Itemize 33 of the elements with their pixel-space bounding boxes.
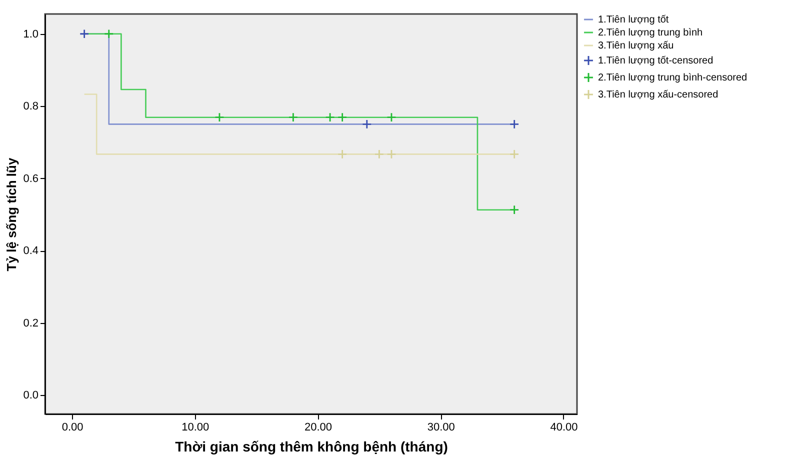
- y-tick-label: 0.0: [23, 390, 38, 402]
- point: [509, 204, 520, 215]
- y-tick-label: 0.8: [23, 100, 38, 113]
- point: [509, 149, 520, 160]
- y-tick-label: 0.6: [23, 172, 38, 185]
- point: [337, 149, 348, 160]
- x-axis-title: Thời gian sống thêm không bệnh (tháng): [175, 438, 448, 454]
- legend-label: 1.Tiên lượng tốt-censored: [598, 56, 714, 66]
- legend-label: 2.Tiên lượng trung bình-censored: [598, 72, 748, 84]
- x-tick-label: 10.00: [182, 422, 210, 434]
- y-tick-label: 0.4: [23, 245, 38, 258]
- point: [386, 149, 396, 160]
- y-axis-title: Tỷ lệ sống tích lũy: [4, 157, 20, 272]
- y-tick-label: 1.0: [23, 28, 38, 40]
- legend-label: 3.Tiên lượng xấu-censored: [598, 90, 718, 100]
- x-tick-label: 0.00: [62, 422, 84, 434]
- x-tick-label: 20.00: [304, 422, 332, 434]
- legend-label: 1.Tiên lượng tốt: [598, 14, 669, 26]
- y-tick-label: 0.2: [23, 317, 38, 330]
- point: [288, 112, 298, 122]
- point: [325, 112, 335, 122]
- point: [362, 119, 372, 130]
- point: [374, 149, 384, 160]
- x-tick-label: 40.00: [550, 422, 578, 434]
- x-tick-label: 30.00: [427, 422, 455, 434]
- point: [386, 112, 396, 122]
- legend-label: 2.Tiên lượng trung bình: [598, 28, 703, 38]
- point: [509, 119, 520, 130]
- point: [214, 112, 224, 122]
- point: [104, 28, 114, 39]
- point: [337, 112, 348, 122]
- legend-label: 3.Tiên lượng xấu: [598, 40, 674, 52]
- point: [79, 28, 90, 39]
